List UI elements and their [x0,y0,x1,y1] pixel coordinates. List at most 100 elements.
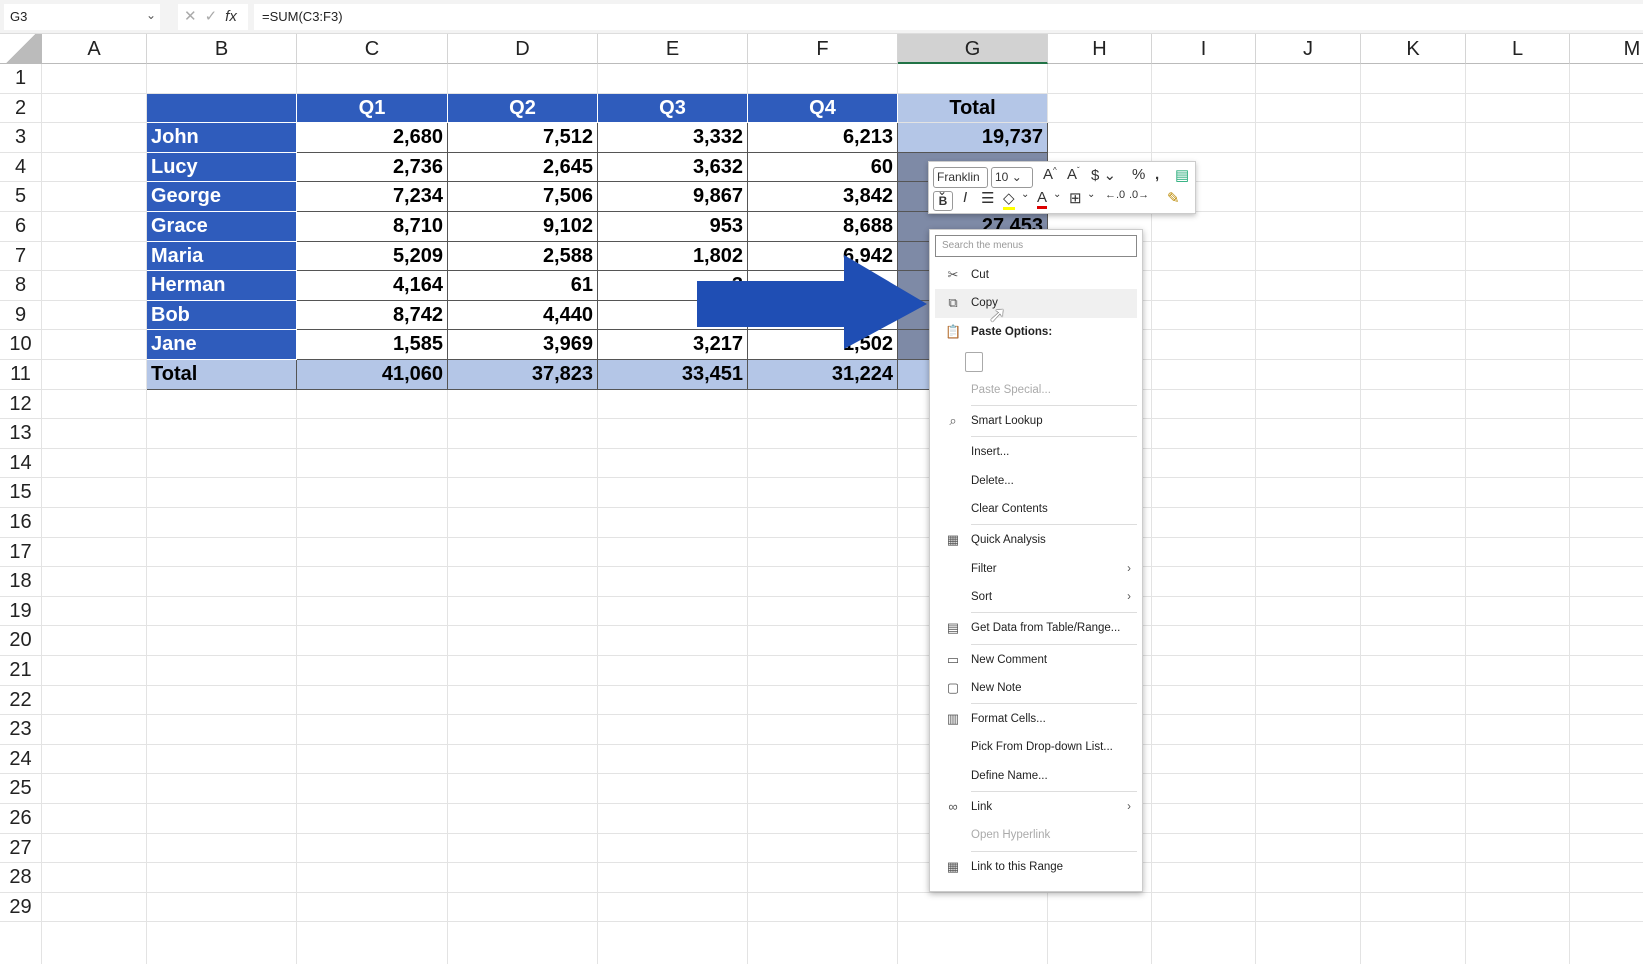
font-color-icon[interactable]: A [1037,189,1048,209]
row-header-1[interactable]: 1 [0,64,42,94]
value-cell[interactable]: 8,710 [297,212,448,242]
total-label-cell[interactable]: Total [147,360,297,390]
menu-item-link[interactable]: ∞ Link › [935,793,1137,821]
menu-item-define-name[interactable]: Define Name... [935,762,1137,790]
menu-item-smart-lookup[interactable]: ⌕ Smart Lookup [935,407,1137,435]
row-header-15[interactable]: 15 [0,478,42,508]
chevron-down-icon[interactable]: ⌄ [145,8,156,22]
column-header-C[interactable]: C [297,34,448,64]
row-header-11[interactable]: 11 [0,360,42,390]
enter-icon[interactable]: ✓ [204,8,226,25]
value-cell[interactable] [748,271,898,301]
decrease-decimal-icon[interactable]: .0→ [1129,189,1150,201]
menu-item-clear-contents[interactable]: Clear Contents [935,495,1137,523]
value-cell[interactable]: 9,867 [598,182,748,212]
row-header-10[interactable]: 10 [0,330,42,360]
italic-icon[interactable]: I [963,189,968,206]
value-cell[interactable]: 7,512 [448,123,598,153]
chevron-down-icon[interactable]: ⌄ [1087,189,1096,200]
column-header-M[interactable]: M [1570,34,1643,64]
row-header-24[interactable]: 24 [0,744,42,775]
menu-item-format-cells[interactable]: ▥ Format Cells... [935,705,1137,733]
menu-item-get-data-from-table-range[interactable]: ▤ Get Data from Table/Range... [935,614,1137,642]
value-cell[interactable]: 3,332 [598,123,748,153]
value-cell[interactable]: 7,506 [448,182,598,212]
menu-item-pick-from-drop-down-list[interactable]: Pick From Drop-down List... [935,733,1137,761]
column-header-K[interactable]: K [1361,34,1466,64]
name-cell[interactable]: Grace [147,212,297,242]
increase-font-icon[interactable]: A^ [1043,166,1057,183]
menu-item-paste-special[interactable]: Paste Special... [935,376,1137,404]
value-cell[interactable]: 2,645 [448,152,598,183]
row-header-5[interactable]: 5 [0,182,42,212]
header-cell[interactable]: Q1 [297,93,448,124]
value-cell[interactable]: 953 [598,212,748,242]
menu-item-sort[interactable]: Sort › [935,583,1137,611]
value-cell[interactable]: 1,502 [748,330,898,360]
row-header-2[interactable]: 2 [0,93,42,124]
align-center-icon[interactable]: ☰ [981,190,995,207]
column-header-E[interactable]: E [598,34,748,64]
fill-color-icon[interactable]: ◇ [1003,189,1015,210]
value-cell[interactable]: 3,632 [598,152,748,183]
row-header-4[interactable]: 4 [0,152,42,183]
value-cell[interactable]: 5,209 [297,241,448,272]
header-cell[interactable]: Total [898,93,1048,124]
merge-center-icon[interactable]: ▤ [1175,167,1190,184]
column-header-L[interactable]: L [1466,34,1570,64]
value-cell[interactable]: 3,969 [448,330,598,360]
borders-icon[interactable]: ⊞ [1069,190,1082,207]
menu-item-paste-option[interactable] [935,346,1137,376]
row-header-29[interactable]: 29 [0,892,42,923]
name-cell[interactable]: Lucy [147,152,297,183]
row-header-26[interactable]: 26 [0,804,42,834]
value-cell[interactable]: 2,736 [297,152,448,183]
row-header-27[interactable]: 27 [0,833,42,864]
value-cell[interactable]: 7,234 [297,182,448,212]
column-header-G[interactable]: G [898,34,1048,64]
value-cell[interactable]: 61 [448,271,598,301]
menu-item-filter[interactable]: Filter › [935,555,1137,583]
total-cell[interactable]: 19,737 [898,123,1048,153]
row-header-23[interactable]: 23 [0,715,42,745]
row-header-3[interactable]: 3 [0,123,42,153]
header-cell-blank[interactable] [147,93,297,124]
name-cell[interactable]: Maria [147,241,297,272]
menu-item-open-hyperlink[interactable]: Open Hyperlink [935,821,1137,849]
row-header-25[interactable]: 25 [0,774,42,804]
value-cell[interactable]: 2,588 [448,241,598,272]
row-header-6[interactable]: 6 [0,212,42,242]
row-header-21[interactable]: 21 [0,656,42,686]
value-cell[interactable]: 4,164 [297,271,448,301]
column-header-B[interactable]: B [147,34,297,64]
row-header-19[interactable]: 19 [0,596,42,627]
font-size-select[interactable]: 10 ⌄ [991,167,1033,188]
value-cell[interactable]: 3 [598,271,748,301]
header-cell[interactable]: Q3 [598,93,748,124]
row-header-18[interactable]: 18 [0,567,42,597]
value-cell[interactable]: 6 [598,300,748,331]
currency-icon[interactable]: $ ⌄ [1091,167,1117,184]
name-cell[interactable]: Jane [147,330,297,360]
value-cell[interactable]: 3,217 [598,330,748,360]
row-header-8[interactable]: 8 [0,271,42,301]
header-cell[interactable]: Q4 [748,93,898,124]
header-cell[interactable]: Q2 [448,93,598,124]
menu-item-link-to-this-range[interactable]: ▦ Link to this Range [935,853,1137,881]
value-cell[interactable]: 1,585 [297,330,448,360]
menu-item-cut[interactable]: ✂ Cut [935,261,1137,289]
formula-input[interactable]: =SUM(C3:F3) [254,4,1643,30]
total-row-cell[interactable]: 31,224 [748,360,898,390]
value-cell[interactable]: 60 [748,152,898,183]
chevron-down-icon[interactable]: ⌄ [1053,189,1062,200]
fx-icon[interactable]: fx [225,8,237,25]
value-cell[interactable]: 6,942 [748,241,898,272]
cancel-icon[interactable]: ✕ [184,8,205,25]
value-cell[interactable]: 9,102 [448,212,598,242]
total-row-cell[interactable]: 33,451 [598,360,748,390]
name-box[interactable]: G3 ⌄ [4,4,160,30]
value-cell[interactable]: 6,213 [748,123,898,153]
total-row-cell[interactable]: 41,060 [297,360,448,390]
font-select[interactable]: Franklin ⌄ [933,167,988,198]
value-cell[interactable]: 4,440 [448,300,598,331]
